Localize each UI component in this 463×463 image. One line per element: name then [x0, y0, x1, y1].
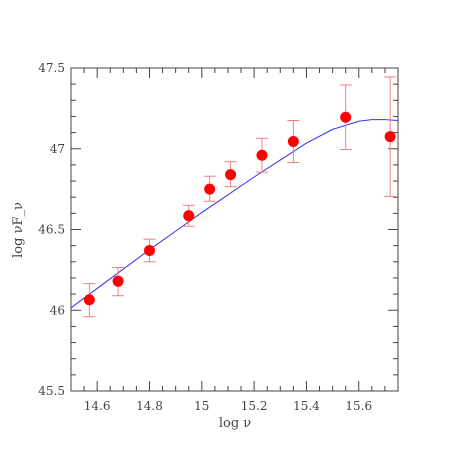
data-point — [204, 183, 216, 195]
y-axis-label: log νF_ν — [11, 202, 26, 258]
y-tick-label: 46.5 — [38, 223, 65, 237]
y-tick-label: 46 — [50, 303, 65, 317]
errorbar-layer — [83, 76, 397, 318]
data-point — [384, 131, 396, 143]
x-tick-label: 15 — [194, 399, 209, 413]
y-tick-label: 45.5 — [38, 384, 65, 398]
data-point — [340, 111, 352, 123]
x-tick-label: 14.8 — [136, 399, 163, 413]
x-tick-label: 15.4 — [293, 399, 320, 413]
x-tick-label: 15.6 — [345, 399, 372, 413]
x-axis-label: log ν — [219, 416, 251, 431]
y-tick-label: 47.5 — [38, 61, 65, 75]
y-axis-label-group: log νF_ν — [11, 202, 26, 258]
tick-labels: 14.6 14.8 15 15.2 15.4 15.6 45.5 46 46.5 47 47.5 — [38, 61, 372, 413]
model-curve — [70, 119, 399, 309]
data-point — [183, 210, 195, 222]
y-tick-label: 47 — [50, 142, 65, 156]
axis-ticks — [70, 67, 399, 392]
data-point — [143, 244, 155, 256]
x-tick-label: 14.6 — [84, 399, 111, 413]
x-tick-label: 15.2 — [241, 399, 268, 413]
data-point — [256, 149, 268, 161]
data-points-layer — [83, 111, 396, 306]
data-point — [83, 294, 95, 306]
model-curve-layer — [70, 119, 399, 309]
data-point — [225, 169, 237, 181]
data-point — [112, 275, 124, 287]
data-point — [287, 135, 299, 147]
